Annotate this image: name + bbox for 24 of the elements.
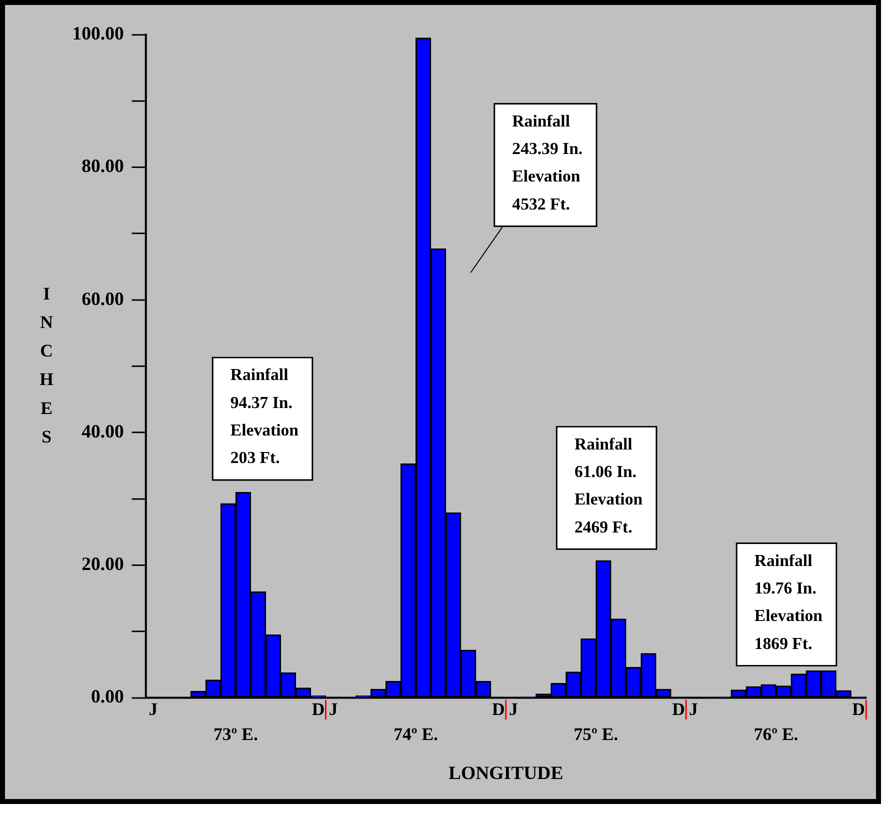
annotation: Rainfall 94.37 In. Elevation 203 Ft. — [230, 365, 300, 468]
text: 73º E. — [213, 724, 258, 744]
annotation: Rainfall 243.39 In. Elevation 4532 Ft. — [512, 111, 583, 214]
y-tick-label: 80.00 — [82, 156, 124, 178]
x-axis-title: LONGITUDE — [448, 762, 564, 784]
y-tick-label: 60.00 — [82, 288, 124, 310]
x-tick-label: J — [328, 699, 338, 720]
y-tick-label: 100.00 — [72, 23, 124, 44]
x-tick-label: J — [148, 699, 158, 720]
y-tick-label: 0.00 — [91, 686, 124, 708]
x-tick-label: D — [492, 699, 505, 720]
text: 76º E. — [754, 724, 798, 744]
x-tick-label: J — [689, 699, 698, 720]
x-tick-label: D — [852, 699, 866, 720]
y-tick-label: 40.00 — [82, 421, 124, 442]
text: 75º E. — [574, 724, 618, 744]
y-tick-label: 20.00 — [82, 554, 124, 576]
annotation: Rainfall 19.76 In. Elevation 1869 Ft. — [754, 550, 824, 653]
x-tick-label: D — [312, 699, 325, 720]
annotation: Rainfall 61.06 In. Elevation 2469 Ft. — [574, 434, 644, 536]
text: 74º E. — [394, 724, 438, 744]
y-axis-title: INCHES — [40, 283, 54, 446]
x-tick-label: D — [672, 699, 685, 720]
x-tick-label: J — [508, 699, 518, 720]
